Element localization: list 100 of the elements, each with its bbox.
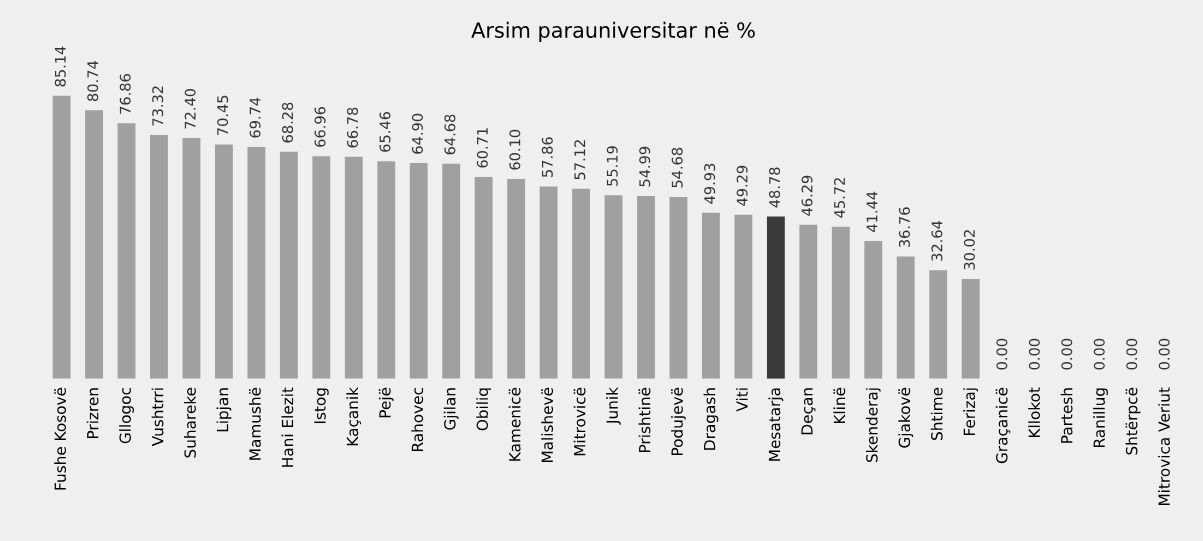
data-label: 54.99 xyxy=(639,146,651,187)
bar xyxy=(117,123,136,379)
data-label: 45.72 xyxy=(834,178,846,218)
data-label: 69.74 xyxy=(249,97,261,138)
data-label: 46.29 xyxy=(801,175,813,216)
data-label: 57.12 xyxy=(574,140,586,180)
x-tick-label: Partesh xyxy=(1060,388,1073,443)
x-tick-label: Gllogoc xyxy=(119,387,134,444)
x-tick-label: Vushtrri xyxy=(151,388,164,447)
bar xyxy=(279,151,298,379)
data-label: 49.93 xyxy=(704,163,716,204)
x-tick-label: Skenderaj xyxy=(865,388,881,463)
bar xyxy=(766,216,785,379)
data-label: 55.19 xyxy=(606,146,618,186)
bar xyxy=(734,214,753,379)
data-label: 68.28 xyxy=(282,102,294,143)
x-tick-label: Dragash xyxy=(703,388,719,450)
data-label: 32.64 xyxy=(931,220,943,261)
data-label: 0.00 xyxy=(1126,338,1138,370)
x-tick-label: Lipjan xyxy=(216,388,232,432)
x-tick-label: Gjilan xyxy=(443,388,459,430)
bar xyxy=(637,195,655,379)
bar xyxy=(312,156,331,379)
bar xyxy=(474,176,493,379)
x-tick-label: Viti xyxy=(736,388,748,412)
bar xyxy=(344,156,363,379)
data-label: 0.00 xyxy=(1158,338,1170,370)
data-label: 70.45 xyxy=(217,95,229,136)
x-tick-label: Mesatarja xyxy=(768,388,784,461)
data-label: 0.00 xyxy=(1061,338,1073,370)
bar xyxy=(572,188,590,379)
x-tick-label: Kaçanik xyxy=(346,387,361,446)
x-tick-label: Gjakovë xyxy=(898,387,914,448)
x-tick-label: Klinë xyxy=(833,387,846,424)
x-tick-label: Junik xyxy=(606,387,621,425)
data-label: 73.32 xyxy=(152,86,164,126)
data-label: 72.40 xyxy=(184,88,196,129)
data-label: 80.74 xyxy=(87,61,99,102)
data-label: 66.96 xyxy=(314,106,326,147)
data-label: 60.10 xyxy=(509,129,521,170)
bar xyxy=(507,178,526,379)
data-label: 0.00 xyxy=(1093,338,1105,370)
data-label: 76.86 xyxy=(119,74,131,114)
bar xyxy=(377,161,396,379)
x-tick-label: Istog xyxy=(314,388,329,424)
bar xyxy=(961,278,980,379)
bar xyxy=(150,135,168,379)
bar xyxy=(669,196,688,379)
x-tick-label: Prishtinë xyxy=(638,387,651,452)
x-tick-label: Graçanicë xyxy=(995,387,1011,464)
x-tick-label: Kllokot xyxy=(1028,387,1041,438)
bar xyxy=(442,163,461,379)
bar xyxy=(929,270,948,379)
bar xyxy=(247,146,266,379)
data-label: 30.02 xyxy=(963,230,975,270)
x-tick-label: Suhareke xyxy=(184,387,196,458)
bar xyxy=(604,195,623,379)
bar xyxy=(864,240,883,379)
data-label: 64.90 xyxy=(411,113,423,154)
x-tick-label: Hani Elezit xyxy=(281,387,294,467)
data-label: 36.76 xyxy=(898,207,910,248)
data-label: 48.78 xyxy=(769,167,781,208)
bar xyxy=(831,226,850,379)
data-label: 57.86 xyxy=(541,137,553,177)
data-label: 54.68 xyxy=(671,147,683,188)
x-tick-label: Prizren xyxy=(86,388,99,439)
bar xyxy=(539,186,558,379)
chart-title: Arsim parauniversitar në % xyxy=(471,21,755,43)
data-label: 65.46 xyxy=(379,111,391,152)
x-tick-label: Shtërpcë xyxy=(1125,387,1141,455)
x-tick-label: Podujevë xyxy=(671,387,686,456)
data-label: 41.44 xyxy=(866,191,878,232)
x-tick-label: Mitrovicë xyxy=(573,387,586,456)
bar xyxy=(182,138,201,379)
x-tick-label: Malishevë xyxy=(541,387,554,463)
data-label: 64.68 xyxy=(444,114,456,155)
data-label: 49.29 xyxy=(736,165,748,206)
x-tick-label: Mamushë xyxy=(249,387,261,460)
bar xyxy=(702,212,720,379)
x-tick-label: Shtime xyxy=(930,387,943,440)
bar xyxy=(896,256,915,379)
x-tick-label: Pejë xyxy=(378,387,394,418)
x-tick-label: Obiliq xyxy=(476,388,492,431)
data-label: 85.14 xyxy=(54,46,66,87)
bar xyxy=(214,144,233,379)
data-label: 66.78 xyxy=(346,107,359,148)
data-label: 0.00 xyxy=(1028,338,1040,370)
x-tick-label: Fushe Kosovë xyxy=(54,387,67,490)
x-tick-label: Mitrovica Veriut xyxy=(1158,387,1170,505)
data-label: 60.71 xyxy=(476,128,488,168)
bar xyxy=(85,110,103,379)
x-tick-label: Rahovec xyxy=(411,387,424,452)
bar xyxy=(52,95,71,379)
bar xyxy=(799,224,818,379)
x-tick-label: Ferizaj xyxy=(963,388,979,436)
x-tick-label: Kamenicë xyxy=(508,387,521,461)
bar xyxy=(409,162,428,379)
x-tick-label: Deçan xyxy=(801,388,816,435)
x-tick-label: Ranillug xyxy=(1093,388,1108,447)
data-label: 0.00 xyxy=(996,338,1008,370)
